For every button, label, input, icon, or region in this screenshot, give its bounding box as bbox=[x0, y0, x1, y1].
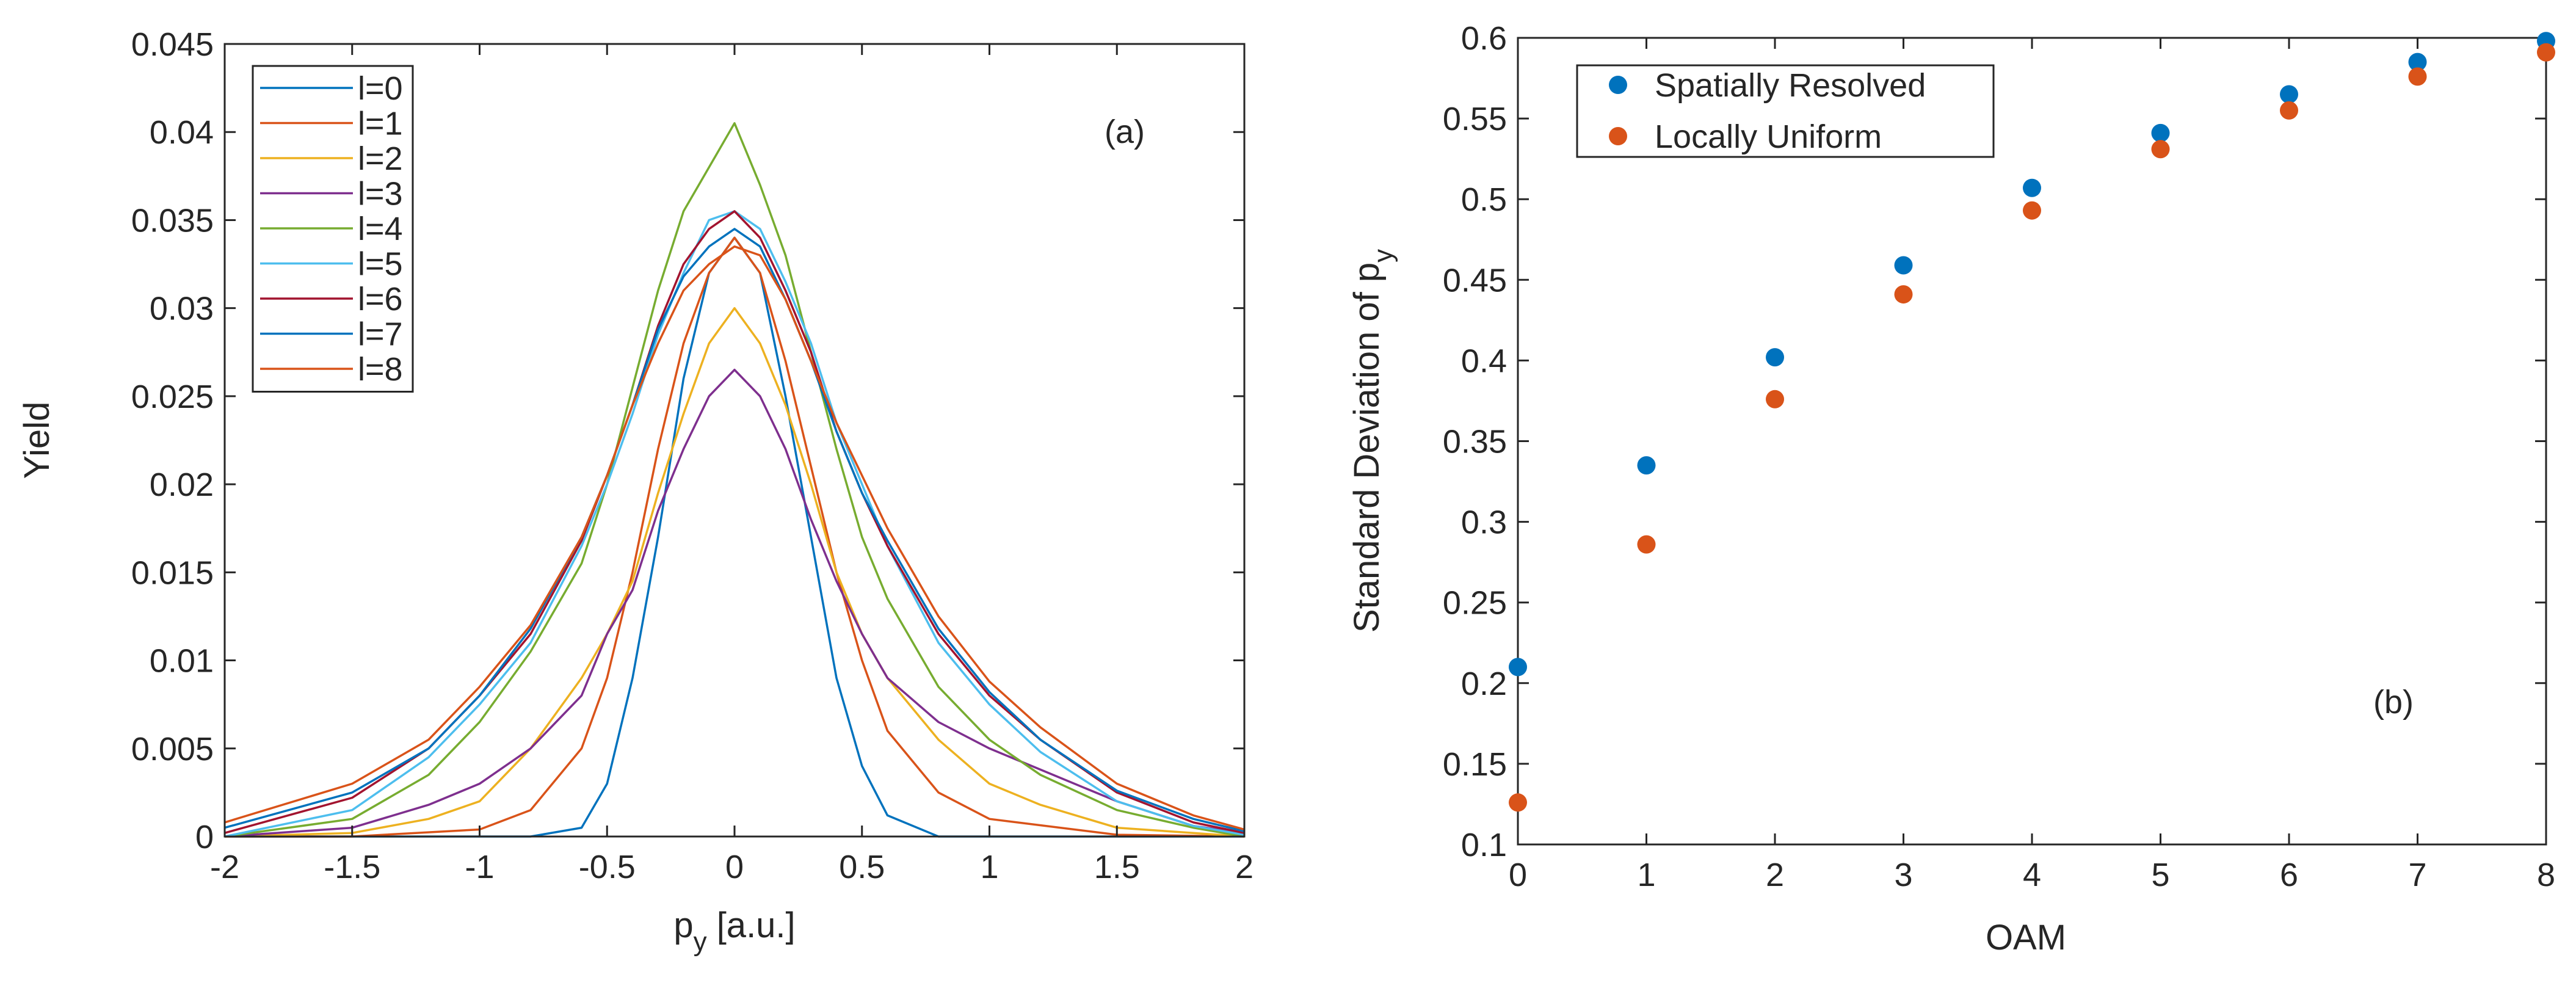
x-tick-label: 6 bbox=[2280, 857, 2298, 893]
chart-b-point-0 bbox=[1766, 348, 1784, 367]
chart-a-legend-label: l=2 bbox=[358, 140, 403, 177]
chart-b-point-1 bbox=[2280, 101, 2298, 120]
chart-b-legend-label: Locally Uniform bbox=[1655, 118, 1882, 155]
y-tick-label: 0.03 bbox=[150, 291, 214, 327]
chart-a-series-line-6 bbox=[224, 210, 1245, 834]
y-tick-label: 0.4 bbox=[1461, 343, 1507, 379]
chart-b-point-0 bbox=[1509, 658, 1527, 677]
x-tick-label: 2 bbox=[1235, 849, 1254, 885]
y-tick-label: 0.04 bbox=[150, 114, 214, 151]
x-tick-label: 0.5 bbox=[839, 849, 885, 885]
y-tick-label: 0.25 bbox=[1443, 585, 1507, 622]
chart-a-series-line-1 bbox=[225, 236, 1245, 838]
chart-b-point-1 bbox=[1637, 535, 1656, 554]
chart-b-legend-label: Spatially Resolved bbox=[1655, 67, 1926, 104]
chart-a-series-line-4 bbox=[224, 122, 1245, 838]
x-tick-label: 1 bbox=[1637, 857, 1655, 893]
chart-a-legend-label: l=5 bbox=[358, 246, 403, 283]
chart-b-axes-box bbox=[1517, 37, 2547, 846]
y-tick-label: 0.015 bbox=[131, 554, 214, 591]
chart-a-xlabel-main: p bbox=[673, 906, 693, 945]
chart-b-ylabel: Standard Deviation of py bbox=[1347, 249, 1398, 633]
chart-b-xlabel: OAM bbox=[1986, 918, 2066, 957]
chart-a-legend-label: l=7 bbox=[358, 316, 403, 353]
y-tick-label: 0.01 bbox=[150, 643, 214, 680]
chart-a-ticks: -2 -1.5 -1 -0.5 0 0.5 1 1.5 2 0 0.005 0.01 0.015 0.02… bbox=[131, 26, 1254, 885]
y-tick-label: 0.6 bbox=[1461, 20, 1507, 57]
chart-a-legend-label: l=3 bbox=[358, 176, 403, 212]
chart-b-point-0 bbox=[1894, 256, 1913, 275]
y-tick-label: 0.35 bbox=[1443, 424, 1507, 460]
y-tick-label: 0 bbox=[195, 819, 214, 855]
y-tick-label: 0.5 bbox=[1461, 181, 1507, 218]
y-tick-label: 0.045 bbox=[131, 26, 214, 63]
chart-a-xlabel-unit: [a.u.] bbox=[707, 906, 796, 945]
chart-a-legend-label: l=4 bbox=[358, 211, 403, 247]
chart-a-legend-label: l=0 bbox=[358, 70, 403, 107]
x-tick-label: 8 bbox=[2537, 857, 2555, 893]
chart-a-series-line-3 bbox=[224, 368, 1245, 838]
chart-b-point-0 bbox=[1637, 456, 1656, 475]
chart-b-point-0 bbox=[2280, 85, 2298, 104]
y-tick-label: 0.45 bbox=[1443, 262, 1507, 299]
y-tick-label: 0.005 bbox=[131, 731, 214, 768]
chart-b-series-group bbox=[1509, 32, 2555, 812]
chart-b-point-0 bbox=[2151, 123, 2170, 142]
chart-b-point-1 bbox=[2023, 201, 2041, 220]
x-tick-label: 7 bbox=[2408, 857, 2426, 893]
chart-b-point-1 bbox=[2408, 67, 2427, 86]
x-tick-label: 4 bbox=[2023, 857, 2041, 893]
chart-b-panel-label: (b) bbox=[2373, 684, 2414, 721]
chart-a-series-group bbox=[224, 122, 1245, 838]
y-tick-label: 0.025 bbox=[131, 379, 214, 415]
x-tick-label: -1 bbox=[465, 849, 494, 885]
chart-b-ylabel-sub: y bbox=[1368, 249, 1398, 263]
x-tick-label: 0 bbox=[725, 849, 744, 885]
x-tick-label: 5 bbox=[2151, 857, 2169, 893]
chart-a-legend-label: l=6 bbox=[358, 281, 403, 318]
chart-a: -2 -1.5 -1 -0.5 0 0.5 1 1.5 2 0 0.005 0.01 0.015 0.02… bbox=[17, 26, 1254, 957]
x-tick-label: 1.5 bbox=[1094, 849, 1140, 885]
chart-a-series-line-7 bbox=[224, 228, 1245, 833]
y-tick-label: 0.035 bbox=[131, 202, 214, 239]
chart-b-point-0 bbox=[2408, 53, 2427, 71]
chart-a-legend-label: l=8 bbox=[358, 351, 403, 388]
y-tick-label: 0.2 bbox=[1461, 666, 1507, 702]
chart-b-point-1 bbox=[1766, 390, 1784, 408]
chart-b-legend-marker bbox=[1609, 76, 1627, 94]
chart-a-ylabel: Yield bbox=[17, 402, 57, 479]
chart-a-series-line-2 bbox=[224, 307, 1245, 838]
x-tick-label: -0.5 bbox=[579, 849, 636, 885]
y-tick-label: 0.02 bbox=[150, 466, 214, 503]
chart-a-legend: l=0l=1l=2l=3l=4l=5l=6l=7l=8 bbox=[252, 65, 414, 393]
chart-a-series-line-8 bbox=[224, 245, 1245, 831]
chart-b-legend-box bbox=[1576, 64, 1995, 158]
chart-b-ylabel-main: Standard Deviation of p bbox=[1347, 263, 1387, 633]
chart-b: 0 1 2 3 4 5 6 7 8 0.1 0.15 0.2 0.25 0.3 0.35 0.4 0.45 0.5… bbox=[1347, 20, 2555, 957]
x-tick-label: 3 bbox=[1894, 857, 1912, 893]
x-tick-label: 0 bbox=[1509, 857, 1527, 893]
chart-b-point-1 bbox=[2151, 140, 2170, 159]
chart-b-legend-marker bbox=[1609, 127, 1627, 145]
x-tick-label: 2 bbox=[1766, 857, 1784, 893]
chart-b-point-1 bbox=[2537, 43, 2555, 62]
chart-b-legend: Spatially Resolved Locally Uniform bbox=[1576, 64, 1995, 158]
y-tick-label: 0.55 bbox=[1443, 101, 1507, 137]
chart-a-series-line-5 bbox=[224, 210, 1245, 838]
y-tick-label: 0.1 bbox=[1461, 827, 1507, 863]
chart-a-xlabel: py [a.u.] bbox=[673, 906, 795, 957]
x-tick-label: -1.5 bbox=[324, 849, 380, 885]
chart-a-legend-label: l=1 bbox=[358, 106, 403, 142]
y-tick-label: 0.3 bbox=[1461, 504, 1507, 541]
chart-a-xlabel-sub: y bbox=[694, 927, 707, 957]
chart-b-point-0 bbox=[2023, 178, 2041, 197]
chart-b-ticks: 0 1 2 3 4 5 6 7 8 0.1 0.15 0.2 0.25 0.3 0.35 0.4 0.45 0.5… bbox=[1443, 20, 2555, 893]
chart-b-point-1 bbox=[1894, 285, 1913, 304]
x-tick-label: -2 bbox=[210, 849, 239, 885]
chart-a-panel-label: (a) bbox=[1105, 114, 1145, 150]
x-tick-label: 1 bbox=[980, 849, 998, 885]
y-tick-label: 0.15 bbox=[1443, 746, 1507, 783]
chart-b-point-1 bbox=[1509, 793, 1527, 812]
